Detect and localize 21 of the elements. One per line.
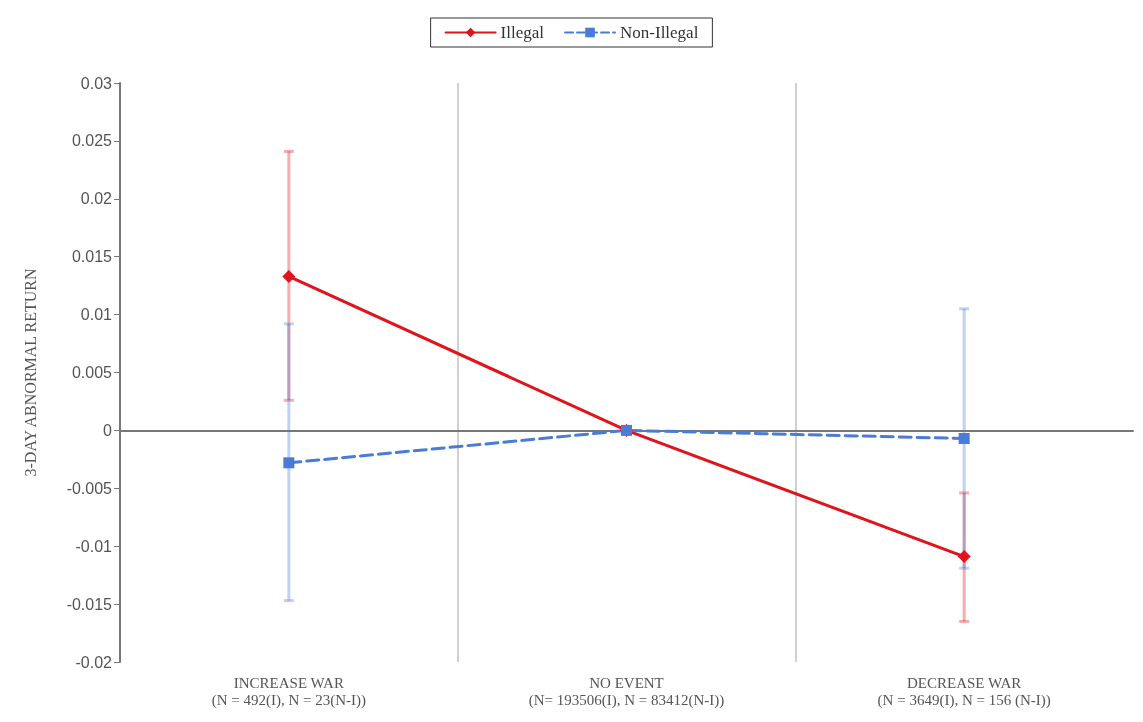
y-tick-label: -0.02 [75, 653, 113, 671]
y-tick-label: 0.005 [71, 364, 113, 381]
x-tick-label: DECREASE WAR (N = 3649(I), N = 156 (N-I)) [877, 674, 1051, 709]
y-tick-label: -0.015 [66, 595, 113, 613]
point [957, 550, 971, 564]
point [283, 457, 295, 469]
y-tick-label: 0.03 [80, 74, 113, 92]
y-tick-label: 0.01 [80, 306, 113, 324]
x-tick-label: NO EVENT (N= 193506(I), N = 83412(N-I)) [528, 674, 725, 709]
y-tick-label: 0 [103, 421, 113, 439]
y-tick-label: -0.005 [66, 479, 113, 497]
legend-label: Non-Illegal [620, 23, 699, 42]
point [282, 269, 296, 283]
y-tick-label: 0.02 [80, 190, 113, 208]
y-tick-label: 0.015 [71, 248, 113, 266]
y-tick-label: 0.025 [71, 132, 113, 150]
x-tick-label: INCREASE WAR (N = 492(I), N = 23(N-I)) [211, 674, 367, 709]
legend-label: Illegal [500, 23, 545, 42]
y-axis-title: 3-DAY ABNORMAL RETURN [21, 268, 39, 477]
point [958, 433, 970, 445]
y-tick-label: -0.01 [75, 537, 113, 555]
